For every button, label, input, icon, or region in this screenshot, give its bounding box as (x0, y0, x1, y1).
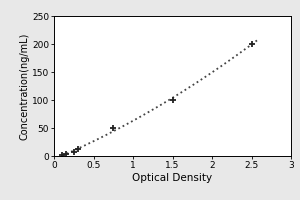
X-axis label: Optical Density: Optical Density (132, 173, 213, 183)
Y-axis label: Concentration(ng/mL): Concentration(ng/mL) (19, 32, 29, 140)
